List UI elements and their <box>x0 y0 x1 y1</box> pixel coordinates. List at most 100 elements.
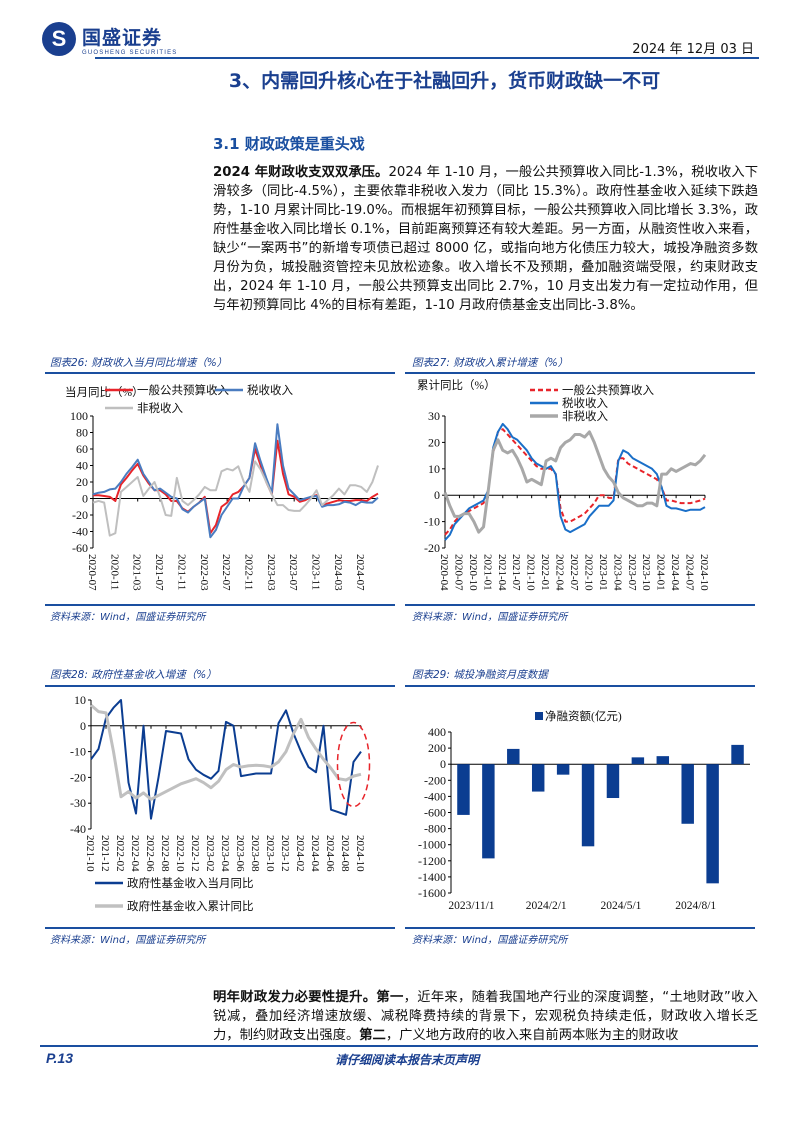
legend-label: 政府性基金收入当月同比 <box>127 876 254 890</box>
y-tick-label: -1000 <box>418 838 446 852</box>
legend-label: 税收收入 <box>247 383 293 397</box>
chart-26-bottom-rule <box>45 604 395 606</box>
y-tick-label: 20 <box>76 475 88 489</box>
x-tick-label: 2021-03 <box>131 554 143 591</box>
chart-27-top-rule <box>405 372 755 374</box>
chart-26-title: 图表26: 财政收入当月同比增速（%） <box>50 357 228 369</box>
y-tick-label: 30 <box>428 409 440 423</box>
x-tick-label: 2022-11 <box>242 554 254 590</box>
bar <box>606 764 620 799</box>
x-tick-label: 2022-07 <box>568 554 580 591</box>
x-tick-label: 2021-01 <box>481 554 493 591</box>
y-tick-label: -800 <box>424 822 446 836</box>
bar <box>681 764 694 824</box>
y-tick-label: 100 <box>70 409 88 423</box>
bar <box>581 764 595 847</box>
bar <box>556 764 570 775</box>
x-tick-label: 2023-04 <box>611 554 623 591</box>
y-tick-label: 400 <box>428 725 446 739</box>
x-tick-label: 2022-12 <box>189 835 201 872</box>
x-tick-label: 2023-02 <box>204 835 216 872</box>
x-tick-label: 2021-07 <box>153 554 165 591</box>
highlight-ellipse <box>336 721 371 808</box>
series-line <box>92 460 379 537</box>
chart-29-source: 资料来源：Wind，国盛证券研究所 <box>412 935 568 946</box>
y-tick-label: 20 <box>428 435 440 449</box>
y-tick-label: 0 <box>82 492 88 506</box>
report-date: 2024 年 12月 03 日 <box>632 42 754 57</box>
x-tick-label: 2022-01 <box>539 554 551 591</box>
y-tick-label: -40 <box>70 822 86 836</box>
x-tick-label: 2022-07 <box>220 554 232 591</box>
y-tick-label: 0 <box>440 757 446 771</box>
legend-swatch <box>535 712 543 720</box>
chapter-title: 3、内需回升核心在于社融回升，货币财政缺一不可 <box>228 70 661 92</box>
x-tick-label: 2021-12 <box>99 835 111 872</box>
x-tick-label: 2022-06 <box>144 835 156 872</box>
y-tick-label: -1200 <box>418 854 446 868</box>
paragraph-lead: 明年财政发力必要性提升。第一 <box>213 990 404 1005</box>
x-tick-label: 2023-10 <box>264 835 276 872</box>
x-tick-label: 2021-07 <box>510 554 522 591</box>
chart-28-source: 资料来源：Wind，国盛证券研究所 <box>50 935 206 946</box>
y-tick-label: -20 <box>70 770 86 784</box>
legend-label: 政府性基金收入累计同比 <box>127 899 254 913</box>
bar <box>656 756 670 765</box>
y-tick-label: -40 <box>72 525 88 539</box>
x-tick-label: 2024-04 <box>669 554 681 591</box>
y-tick-label: -400 <box>424 789 446 803</box>
x-tick-label: 2022-03 <box>198 554 210 591</box>
y-tick-label: -600 <box>424 806 446 820</box>
x-tick-label: 2024-07 <box>354 554 366 591</box>
chart-29-title: 图表29: 城投净融资月度数据 <box>412 669 548 681</box>
chart-29-bottom-rule <box>405 927 755 929</box>
chart-26: 100 80 60 40 20 0 -20 -40 -60 当月同比（%） 2020-07 2020-… <box>65 383 379 591</box>
chart-29-top-rule <box>405 685 755 687</box>
x-tick-label: 2023-11 <box>310 554 322 590</box>
x-tick-label: 2021-11 <box>175 554 187 590</box>
y-tick-label: -1600 <box>418 886 446 900</box>
paragraph-2: 明年财政发力必要性提升。第一，近年来，随着我国地产行业的深度调整，“土地财政”收… <box>213 988 758 1045</box>
bar <box>531 764 545 792</box>
legend-label: 税收收入 <box>562 396 608 410</box>
y-tick-label: -60 <box>72 541 88 555</box>
bar <box>507 748 520 765</box>
x-tick-label: 2022-10 <box>174 835 186 872</box>
series-line <box>90 699 362 820</box>
y-tick-label: -10 <box>70 745 86 759</box>
chart-27-source: 资料来源：Wind，国盛证券研究所 <box>412 612 568 623</box>
y-tick-label: -20 <box>72 508 88 522</box>
y-tick-label: 60 <box>76 442 88 456</box>
header-rule <box>95 57 759 59</box>
x-tick-label: 2024-06 <box>324 835 336 872</box>
x-tick-label: 2024-08 <box>339 835 351 872</box>
page-number: P.13 <box>46 1050 73 1066</box>
y-axis-label: 累计同比（%） <box>417 379 496 392</box>
section-title: 3.1 财政政策是重头戏 <box>213 135 365 153</box>
x-tick-label: 2022-04 <box>129 835 141 872</box>
x-tick-label: 2024-01 <box>655 554 667 591</box>
chart-27-title: 图表27: 财政收入累计增速（%） <box>412 357 569 369</box>
x-tick-label: 2024/5/1 <box>601 900 642 912</box>
paragraph-lead: 2024 年财政收支双双承压。 <box>213 165 389 180</box>
x-tick-label: 2024-02 <box>294 835 306 872</box>
legend-label: 非税收入 <box>562 409 608 423</box>
x-tick-label: 2024-04 <box>309 835 321 872</box>
y-tick-label: 0 <box>434 488 440 502</box>
x-tick-label: 2022-02 <box>114 835 126 872</box>
paragraph-body: ，近年来，随着我国地产行业的深度调整，“土地财政”收入锐减，叠加经济增速放缓、减… <box>213 990 759 1043</box>
x-tick-label: 2023-04 <box>219 835 231 872</box>
x-tick-label: 2022-08 <box>159 835 171 872</box>
chart-29: 400 200 0 -200 -400 -600 -800 -1000 -1200 -1400 -1… <box>418 709 750 912</box>
series-line <box>93 439 379 535</box>
chart-28-top-rule <box>45 685 395 687</box>
y-tick-label: 10 <box>74 693 86 707</box>
x-tick-label: 2023-10 <box>640 554 652 591</box>
x-tick-label: 2023-01 <box>597 554 609 591</box>
y-tick-label: 200 <box>428 741 446 755</box>
y-axis-label: 当月同比（%） <box>65 385 144 399</box>
x-tick-label: 2023-03 <box>265 554 277 591</box>
x-tick-label: 2024/8/1 <box>675 900 716 912</box>
logo-text: 国盛证券 <box>82 26 163 49</box>
x-tick-label: 2021-10 <box>84 835 96 872</box>
